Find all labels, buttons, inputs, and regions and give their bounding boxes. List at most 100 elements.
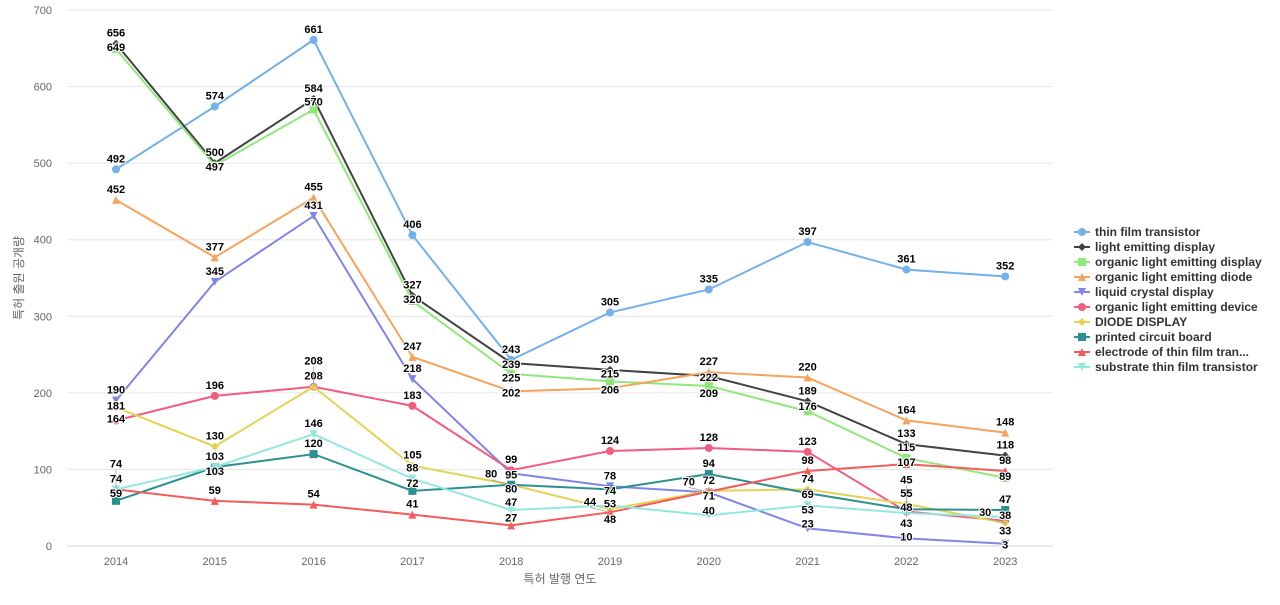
- legend-item[interactable]: DIODE DISPLAY: [1074, 314, 1262, 329]
- data-label: 218: [403, 363, 421, 375]
- data-point[interactable]: [902, 440, 911, 449]
- data-point[interactable]: [309, 94, 318, 103]
- legend-symbol[interactable]: [1078, 317, 1086, 326]
- data-point[interactable]: [309, 450, 318, 459]
- legend-marker-icon: [1074, 272, 1090, 281]
- data-label: 40: [703, 505, 715, 517]
- data-point[interactable]: [803, 373, 812, 382]
- data-label: 10: [900, 531, 912, 543]
- data-label: 74: [110, 458, 123, 470]
- legend-symbol[interactable]: [1078, 227, 1086, 236]
- data-point[interactable]: [408, 401, 417, 410]
- data-label: 230: [601, 354, 619, 366]
- data-point[interactable]: [1001, 428, 1010, 437]
- data-point[interactable]: [210, 496, 219, 505]
- data-point[interactable]: [309, 105, 318, 114]
- data-point[interactable]: [606, 308, 614, 317]
- legend-item[interactable]: organic light emitting diode: [1074, 269, 1262, 284]
- data-label: 206: [601, 384, 619, 396]
- data-point[interactable]: [309, 430, 318, 439]
- data-label: 124: [601, 435, 620, 447]
- data-point[interactable]: [112, 195, 120, 204]
- data-point[interactable]: [210, 391, 219, 400]
- data-point[interactable]: [803, 466, 812, 475]
- data-point[interactable]: [309, 35, 318, 44]
- legend-symbol[interactable]: [1078, 257, 1086, 266]
- data-point[interactable]: [1001, 506, 1010, 515]
- legend-item[interactable]: electrode of thin film tran...: [1074, 344, 1262, 359]
- data-point[interactable]: [210, 253, 219, 262]
- data-label: 120: [304, 438, 322, 450]
- legend-item[interactable]: liquid crystal display: [1074, 284, 1262, 299]
- data-label: 47: [505, 497, 517, 509]
- data-point[interactable]: [408, 510, 417, 519]
- legend-symbol[interactable]: [1078, 272, 1086, 281]
- data-point[interactable]: [902, 265, 911, 274]
- data-point[interactable]: [1001, 451, 1010, 460]
- legend-item[interactable]: organic light emitting device: [1074, 299, 1262, 314]
- data-point[interactable]: [309, 500, 318, 509]
- data-label: 80: [505, 484, 517, 496]
- data-point[interactable]: [803, 447, 812, 456]
- data-point[interactable]: [408, 474, 417, 483]
- data-label: 574: [206, 90, 225, 102]
- data-label: 209: [700, 388, 718, 400]
- data-point[interactable]: [803, 238, 812, 247]
- y-tick-label: 200: [34, 388, 52, 400]
- data-point[interactable]: [408, 352, 417, 361]
- legend-item[interactable]: printed circuit board: [1074, 329, 1262, 344]
- data-point[interactable]: [704, 470, 713, 479]
- data-point[interactable]: [408, 461, 417, 470]
- legend-symbol[interactable]: [1078, 287, 1086, 296]
- data-label: 43: [900, 518, 912, 530]
- data-label: 397: [798, 226, 816, 238]
- data-label: 500: [206, 147, 224, 159]
- legend-item[interactable]: organic light emitting display: [1074, 254, 1262, 269]
- legend-item[interactable]: thin film transistor: [1074, 224, 1262, 239]
- legend-marker-icon: [1074, 362, 1090, 371]
- data-point[interactable]: [112, 496, 120, 505]
- data-point[interactable]: [606, 447, 614, 456]
- data-point[interactable]: [210, 102, 219, 111]
- series-2: [112, 45, 1010, 482]
- data-label: 377: [206, 241, 224, 253]
- series-line: [115, 463, 1006, 527]
- data-point[interactable]: [1001, 272, 1010, 281]
- data-label: 243: [502, 344, 520, 356]
- legend-item[interactable]: substrate thin film transistor: [1074, 359, 1262, 374]
- data-point[interactable]: [112, 396, 120, 405]
- data-point[interactable]: [803, 397, 812, 406]
- data-point[interactable]: [1001, 466, 1010, 475]
- x-axis-label: 특허 발행 연도: [524, 571, 597, 586]
- data-point[interactable]: [606, 365, 614, 374]
- data-point[interactable]: [507, 521, 516, 530]
- legend-symbol[interactable]: [1078, 242, 1086, 251]
- data-point[interactable]: [507, 506, 516, 515]
- data-point[interactable]: [210, 277, 219, 286]
- data-label: 146: [304, 418, 322, 430]
- data-label: 431: [304, 200, 322, 212]
- data-point[interactable]: [606, 377, 614, 386]
- data-point[interactable]: [408, 486, 417, 495]
- data-point[interactable]: [704, 285, 713, 294]
- data-point[interactable]: [408, 231, 417, 240]
- data-point[interactable]: [210, 442, 219, 451]
- data-point[interactable]: [309, 211, 318, 220]
- legend-label: liquid crystal display: [1095, 284, 1214, 299]
- legend-symbol[interactable]: [1078, 362, 1086, 371]
- data-point[interactable]: [704, 443, 713, 452]
- legend-symbol[interactable]: [1078, 332, 1086, 341]
- data-point[interactable]: [902, 453, 911, 462]
- data-point[interactable]: [408, 375, 417, 384]
- data-label: 497: [206, 161, 224, 173]
- legend-symbol[interactable]: [1078, 302, 1086, 311]
- legend-item[interactable]: light emitting display: [1074, 239, 1262, 254]
- data-label: 202: [502, 387, 520, 399]
- data-point[interactable]: [112, 165, 120, 174]
- data-point[interactable]: [309, 193, 318, 202]
- legend-symbol[interactable]: [1078, 347, 1086, 356]
- data-label: 94: [703, 458, 716, 470]
- data-label: 41: [406, 499, 418, 511]
- data-point[interactable]: [902, 416, 911, 425]
- series-1: [112, 39, 1010, 460]
